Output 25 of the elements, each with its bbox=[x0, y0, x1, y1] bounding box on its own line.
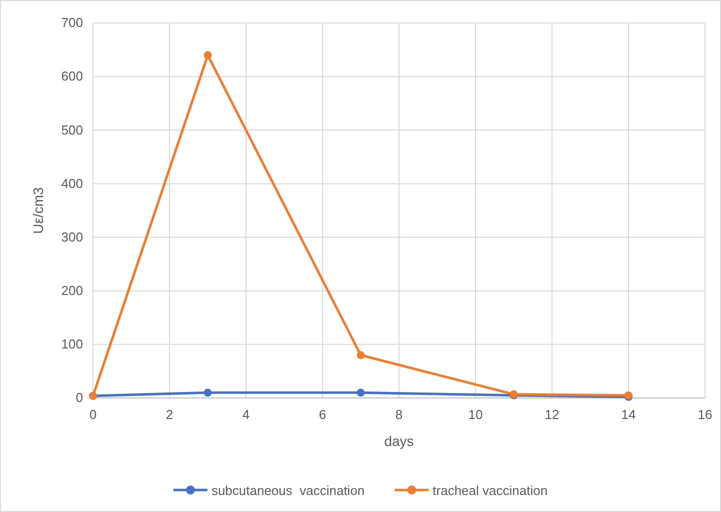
legend-label: tracheal vaccination bbox=[432, 483, 548, 498]
point bbox=[356, 388, 365, 397]
x-axis-title: days bbox=[384, 433, 414, 449]
point bbox=[204, 388, 212, 397]
point bbox=[356, 351, 365, 360]
x-tick-label: 10 bbox=[468, 407, 483, 422]
y-tick-label: 500 bbox=[61, 122, 83, 138]
x-tick-label: 14 bbox=[621, 407, 636, 422]
x-tick-label: 12 bbox=[544, 407, 560, 422]
x-tick-label: 8 bbox=[395, 407, 403, 422]
x-tick-label: 6 bbox=[318, 407, 326, 422]
y-tick-label: 0 bbox=[76, 390, 83, 406]
x-tick-label: 2 bbox=[166, 407, 174, 422]
point bbox=[204, 51, 212, 60]
x-tick-label: 4 bbox=[242, 407, 250, 422]
y-tick-label: 400 bbox=[61, 176, 83, 191]
legend-label: subcutaneous vaccination bbox=[211, 483, 365, 498]
y-tick-label: 200 bbox=[61, 283, 83, 298]
x-tick-label: 16 bbox=[698, 407, 712, 422]
y-tick-label: 700 bbox=[61, 15, 83, 30]
y-tick-label: 300 bbox=[61, 229, 83, 244]
y-axis-title: Uε/cm3 bbox=[30, 186, 46, 234]
y-tick-label: 600 bbox=[61, 68, 83, 84]
y-tick-label: 100 bbox=[61, 336, 83, 352]
x-tick-label: 0 bbox=[89, 407, 97, 422]
